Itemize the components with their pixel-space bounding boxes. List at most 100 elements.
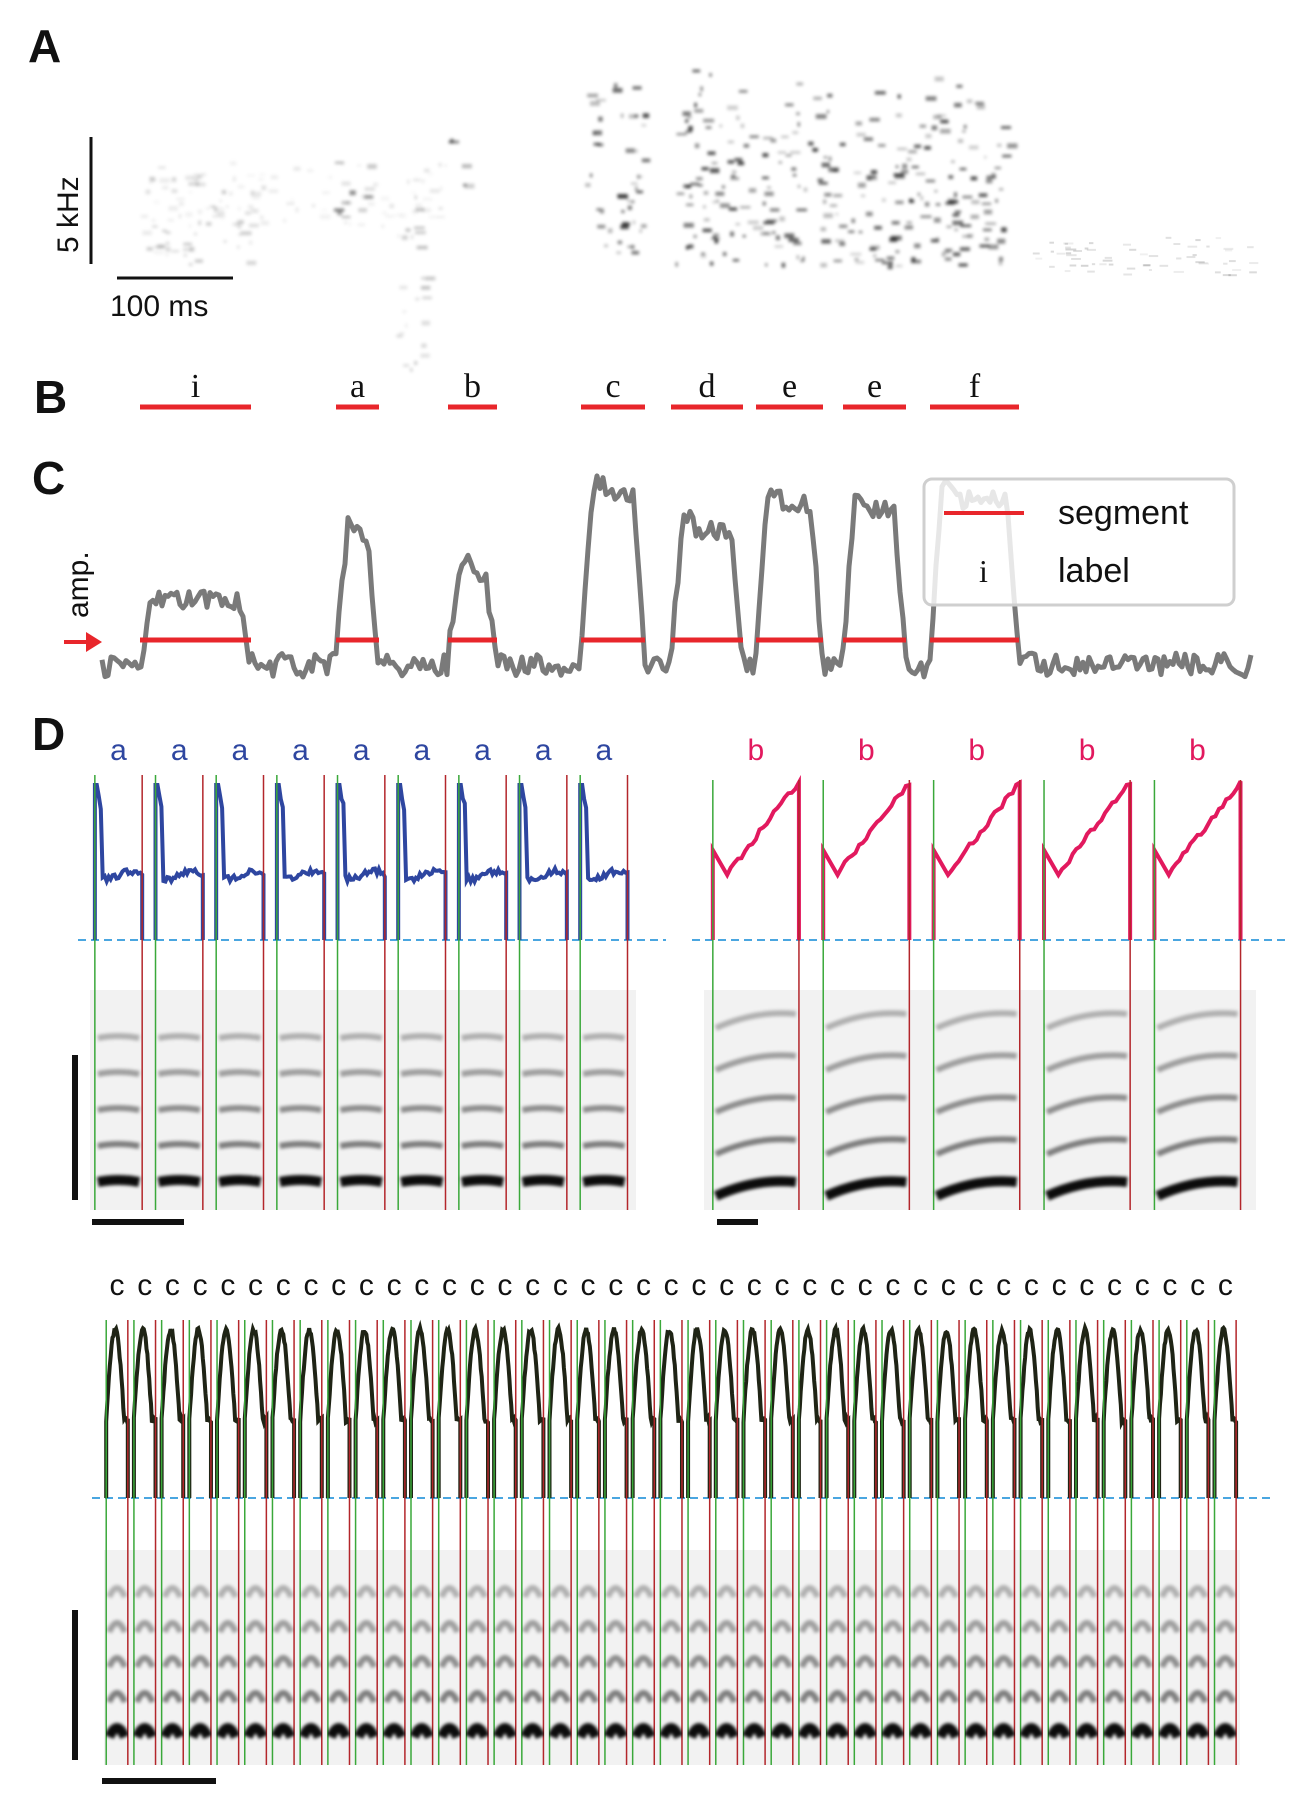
syllable-harmonics [686,1585,712,1740]
syllable-label: c [1024,1269,1039,1302]
syllable-amplitude-trace [1018,1324,1045,1499]
segment-label: b [464,368,481,405]
segment-label: e [867,368,882,405]
syllable-label: c [1107,1269,1122,1302]
syllable-label: c [553,1269,568,1302]
syllable-harmonics [769,1585,795,1740]
legend-segment-label: segment [1058,494,1189,532]
syllable-amplitude-trace [396,783,448,941]
syllable-amplitude-trace [658,1329,685,1499]
syllable-label: b [968,734,985,767]
segment-label: d [699,368,716,405]
syllable-label: c [276,1269,291,1302]
syllable-harmonics [381,1585,407,1740]
syllable-label: a [232,734,249,767]
syllable-harmonics [852,1585,878,1740]
syllable-label: c [1079,1269,1094,1302]
syllable-harmonics [243,1585,268,1740]
syllable-amplitude-trace [131,1325,158,1499]
syllable-label: c [497,1269,512,1302]
syllable-harmonics [132,1585,158,1740]
spectrogram-blob [585,83,651,255]
panel-letter-b: B [34,371,67,423]
syllable-harmonics [880,1585,906,1740]
syllable-amplitude-trace [104,1323,130,1499]
syllable-amplitude-trace [769,1325,795,1499]
syllable-amplitude-trace [1157,1325,1183,1499]
syllable-harmonics [631,1585,656,1740]
syllable-amplitude-trace [456,783,509,941]
syllable-label: c [165,1269,180,1302]
legend-box [922,477,1236,607]
syllable-amplitude-trace [602,1327,629,1499]
syllable-amplitude-trace [464,1322,491,1499]
syllable-harmonics [1157,1585,1183,1740]
syllable-amplitude-trace [852,1323,878,1499]
time-scale-label: 100 ms [110,290,208,323]
syllable-label: c [802,1269,817,1302]
panel-letter-d: D [32,708,65,760]
syllable-harmonics [278,1033,323,1187]
syllable-harmonics [713,1010,797,1201]
amplitude-envelope-trace [99,473,1254,680]
syllable-label: b [748,734,765,767]
syllable-amplitude-trace [1041,781,1133,941]
syllable-harmonics [326,1585,352,1740]
syllable-label: c [525,1269,540,1302]
syllable-label: c [1218,1269,1233,1302]
syllable-amplitude-trace [408,1319,435,1499]
syllable-label: c [636,1269,651,1302]
spectrogram-blob [848,91,937,270]
syllable-amplitude-trace [492,1324,518,1499]
spectrogram-blob [145,161,447,229]
syllable-harmonics [825,1585,850,1740]
segment-label: f [969,368,981,405]
syllable-harmonics [400,1033,444,1187]
syllable-amplitude-trace [1101,1326,1128,1499]
syllable-harmonics [353,1585,379,1740]
syllable-harmonics [520,1585,546,1740]
spectrogram-blob [675,69,764,267]
legend: segment i label [922,477,1236,607]
spectrogram-blob [140,166,259,267]
frequency-scale-label: 5 kHz [52,176,85,253]
syllable-amplitude-trace [686,1327,712,1499]
syllable-label: a [474,734,491,767]
syllable-amplitude-trace [1073,1321,1100,1499]
syllable-harmonics [1046,1585,1072,1740]
syllable-harmonics [934,1010,1018,1201]
syllable-amplitude-trace [1129,1324,1155,1499]
syllable-amplitude-trace [159,1328,186,1499]
syllable-label: a [535,734,552,767]
syllable-label: c [442,1269,457,1302]
panel-letter-a: A [28,20,61,72]
syllable-amplitude-trace [274,783,327,941]
syllable-harmonics [339,1033,383,1187]
syllable-label: c [996,1269,1011,1302]
syllable-label: c [359,1269,374,1302]
syllable-label: c [941,1269,956,1302]
syllable-harmonics [991,1585,1017,1740]
syllable-harmonics [1185,1585,1210,1740]
syllable-amplitude-trace [578,783,630,941]
syllable-label: c [1190,1269,1205,1302]
syllable-amplitude-trace [935,1329,962,1499]
syllable-harmonics [1018,1585,1044,1740]
syllable-harmonics [575,1585,601,1740]
syllable-harmonics [464,1585,490,1740]
syllable-harmonics [797,1585,823,1740]
syllable-label: c [691,1269,706,1302]
syllable-amplitude-trace [298,1327,324,1499]
syllable-amplitude-trace [187,1325,214,1499]
spectrogram-blob [396,168,436,372]
syllable-label: c [414,1269,429,1302]
syllable-harmonics [460,1033,505,1187]
spectrogram-blob [760,82,848,268]
syllable-harmonics [218,1033,262,1187]
syllable-harmonics [409,1585,435,1740]
syllable-label: c [830,1269,845,1302]
